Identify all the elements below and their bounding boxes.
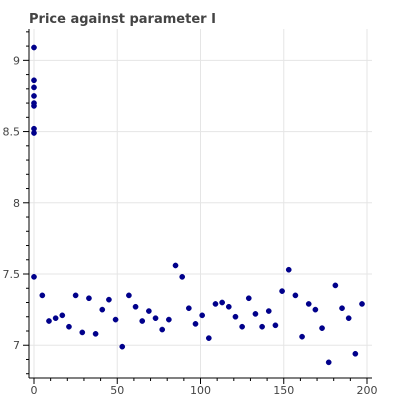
data-point — [72, 292, 79, 299]
data-point — [199, 312, 206, 319]
data-point — [112, 316, 119, 323]
y-tick-label: 7.5 — [3, 268, 21, 281]
data-point — [305, 301, 312, 307]
data-point — [345, 315, 352, 322]
data-point — [46, 318, 52, 324]
data-point — [152, 315, 159, 322]
data-point — [265, 308, 272, 314]
data-point — [325, 359, 332, 366]
data-point — [86, 295, 92, 302]
data-point — [219, 299, 225, 306]
y-tick-label: 7 — [13, 339, 20, 352]
data-point — [119, 343, 126, 350]
data-point — [259, 323, 265, 330]
x-tick-label: 50 — [110, 384, 124, 397]
data-point — [39, 292, 46, 299]
chart-title: Price against parameter I — [29, 12, 216, 27]
data-point — [319, 325, 325, 331]
data-point — [312, 306, 319, 313]
data-point — [185, 305, 192, 312]
x-tick-label: 0 — [30, 384, 37, 397]
y-tick-label: 9 — [13, 54, 20, 67]
data-point — [79, 329, 86, 336]
data-point — [99, 306, 106, 313]
data-point — [159, 326, 166, 333]
data-point — [205, 335, 212, 341]
data-point — [31, 77, 37, 84]
data-point — [225, 303, 232, 310]
data-point — [31, 130, 37, 136]
data-point — [66, 323, 72, 330]
data-point — [232, 313, 239, 320]
data-point — [31, 103, 37, 109]
data-point — [31, 84, 37, 91]
y-tick-label: 8.5 — [3, 126, 21, 139]
data-point — [126, 292, 132, 299]
data-point — [192, 321, 199, 327]
data-point — [292, 292, 299, 299]
y-tick-label: 8 — [13, 197, 20, 210]
data-points — [31, 44, 365, 366]
data-point — [92, 330, 99, 337]
data-point — [299, 333, 305, 340]
data-point — [272, 322, 279, 329]
data-point — [166, 316, 172, 323]
data-point — [31, 274, 37, 280]
data-point — [172, 262, 179, 269]
data-point — [132, 303, 139, 310]
data-point — [352, 350, 359, 357]
data-point — [239, 323, 245, 330]
data-point — [31, 93, 37, 99]
data-point — [339, 305, 345, 312]
data-point — [332, 282, 339, 289]
data-point — [252, 311, 259, 317]
x-tick-label: 150 — [273, 384, 294, 397]
data-point — [139, 318, 146, 324]
data-point — [31, 44, 37, 51]
data-point — [359, 301, 365, 307]
x-tick-label: 200 — [357, 384, 378, 397]
data-point — [106, 296, 112, 303]
data-point — [245, 295, 252, 302]
tick-labels: 0 50 100 150 200 7 7.5 8 8.5 9 — [3, 54, 378, 397]
data-point — [59, 312, 66, 319]
data-point — [285, 266, 292, 273]
data-point — [146, 308, 152, 314]
data-point — [179, 274, 186, 280]
data-point — [279, 288, 285, 294]
data-point — [52, 315, 59, 322]
tick-marks — [23, 31, 368, 384]
data-point — [212, 301, 219, 307]
grid-lines — [29, 29, 372, 378]
x-tick-label: 100 — [190, 384, 211, 397]
